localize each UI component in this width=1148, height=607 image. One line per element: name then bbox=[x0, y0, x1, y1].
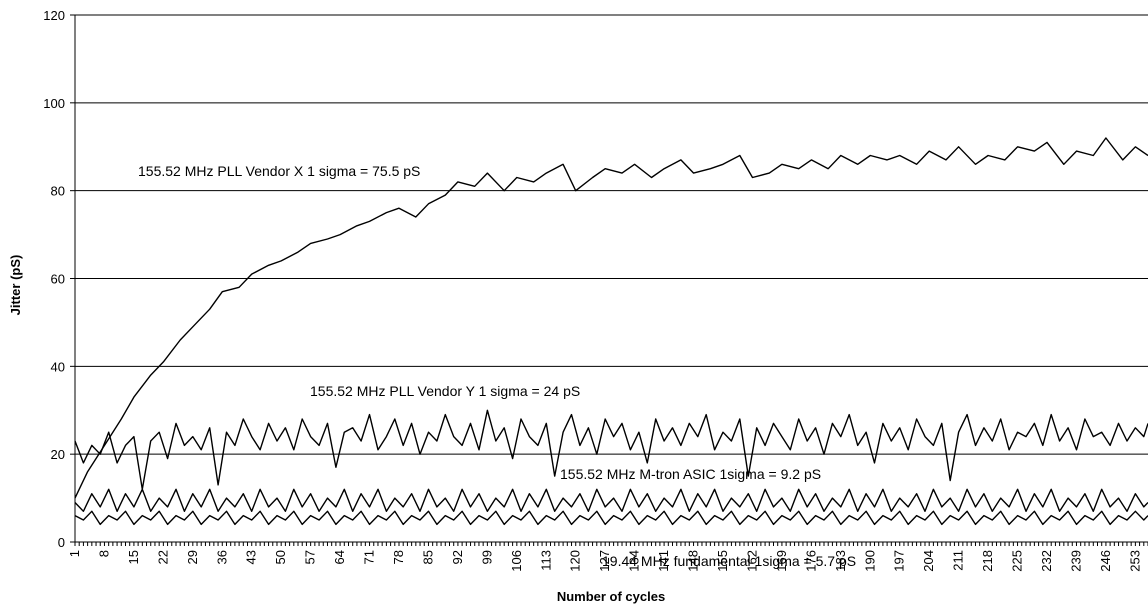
y-tick-label: 0 bbox=[58, 535, 65, 550]
x-tick-label: 92 bbox=[450, 550, 465, 564]
x-tick-label: 190 bbox=[862, 550, 877, 572]
x-tick-label: 22 bbox=[155, 550, 170, 564]
y-tick-label: 20 bbox=[51, 447, 65, 462]
x-tick-label: 148 bbox=[686, 550, 701, 572]
x-tick-label: 113 bbox=[538, 550, 553, 571]
x-tick-label: 176 bbox=[803, 550, 818, 572]
annotations: 155.52 MHz PLL Vendor X 1 sigma = 75.5 p… bbox=[138, 163, 856, 569]
x-tick-label: 78 bbox=[391, 550, 406, 564]
x-tick-label: 225 bbox=[1010, 550, 1025, 572]
x-tick-label: 253 bbox=[1127, 550, 1142, 572]
x-tick-label: 64 bbox=[332, 550, 347, 564]
x-tick-label: 99 bbox=[479, 550, 494, 564]
x-tick-label: 134 bbox=[627, 550, 642, 572]
x-tick-label: 15 bbox=[126, 550, 141, 564]
x-tick-label: 162 bbox=[744, 550, 759, 572]
x-tick-label: 36 bbox=[214, 550, 229, 564]
x-tick-label: 197 bbox=[892, 550, 907, 572]
y-axis-title: Jitter (pS) bbox=[8, 255, 23, 316]
y-tick-label: 80 bbox=[51, 184, 65, 199]
annotation-series-3: 155.52 MHz M-tron ASIC 1sigma = 9.2 pS bbox=[560, 466, 821, 482]
y-tick-labels: 0 20 40 60 80 100 120 bbox=[43, 8, 75, 550]
x-tick-label: 169 bbox=[774, 550, 789, 572]
x-tick-label: 29 bbox=[185, 550, 200, 564]
x-tick-label: 232 bbox=[1039, 550, 1054, 572]
series-line-1 bbox=[74, 137, 1148, 499]
series-lines bbox=[74, 137, 1148, 526]
x-tick-label: 141 bbox=[656, 550, 671, 572]
x-tick-label: 43 bbox=[244, 550, 259, 564]
x-tick-labels: 1 8 15 22 29 36 43 50 57 64 71 78 85 92 99 106 113 120 127… bbox=[67, 542, 1148, 572]
x-tick-label: 85 bbox=[420, 550, 435, 564]
x-tick-label: 246 bbox=[1098, 550, 1113, 572]
series-line-3 bbox=[74, 488, 1148, 512]
x-tick-label: 120 bbox=[568, 550, 583, 572]
gridlines bbox=[75, 14, 1148, 455]
x-tick-label: 239 bbox=[1068, 550, 1083, 572]
x-tick-label: 127 bbox=[597, 550, 612, 572]
series-line-4 bbox=[74, 510, 1148, 526]
annotation-series-2: 155.52 MHz PLL Vendor Y 1 sigma = 24 pS bbox=[310, 383, 580, 399]
x-tick-label: 71 bbox=[362, 550, 377, 564]
y-tick-label: 120 bbox=[43, 8, 65, 23]
x-tick-label: 106 bbox=[509, 550, 524, 572]
annotation-series-1: 155.52 MHz PLL Vendor X 1 sigma = 75.5 p… bbox=[138, 163, 420, 179]
x-tick-label: 211 bbox=[951, 550, 966, 571]
x-tick-label: 1 bbox=[67, 550, 82, 557]
series-line-2 bbox=[74, 409, 1148, 490]
x-tick-label: 204 bbox=[921, 550, 936, 572]
x-tick-label: 155 bbox=[715, 550, 730, 572]
x-tick-label: 57 bbox=[303, 550, 318, 564]
x-tick-label: 218 bbox=[980, 550, 995, 572]
x-tick-label: 8 bbox=[96, 550, 111, 557]
y-tick-label: 40 bbox=[51, 359, 65, 374]
x-tick-label: 183 bbox=[833, 550, 848, 572]
annotation-series-4: 19.44 MHz fundamental 1sigma = 5.7 pS bbox=[602, 553, 856, 569]
y-tick-label: 60 bbox=[51, 272, 65, 287]
y-tick-label: 100 bbox=[43, 96, 65, 111]
x-tick-label: 50 bbox=[273, 550, 288, 564]
x-axis-title: Number of cycles bbox=[557, 589, 665, 604]
